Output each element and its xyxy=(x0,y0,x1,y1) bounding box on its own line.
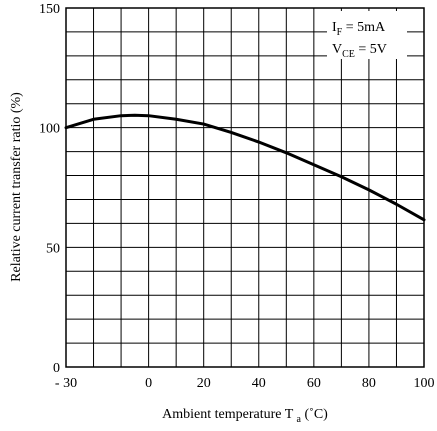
series-layer xyxy=(64,113,426,222)
annotation-background xyxy=(327,11,407,59)
grid xyxy=(66,8,424,367)
series-line xyxy=(64,113,426,222)
x-tick-label: 100 xyxy=(414,376,435,391)
plot-frame xyxy=(65,7,425,368)
annotation-box: IF = 5mA VCE = 5V xyxy=(327,11,407,60)
x-axis-label: Ambient temperature T a (˚C) xyxy=(162,407,328,425)
y-tick-label: 100 xyxy=(39,122,60,137)
y-tick-label: 50 xyxy=(46,241,60,256)
x-tick-label: 80 xyxy=(362,376,376,391)
x-tick-label: 60 xyxy=(307,376,321,391)
x-tick-label: - 30 xyxy=(55,376,77,391)
x-tick-label: 20 xyxy=(197,376,211,391)
annotation-line: VCE = 5V xyxy=(332,42,387,60)
x-tick-label: 0 xyxy=(145,376,152,391)
y-tick-label: 0 xyxy=(53,361,60,376)
y-axis-label: Relative current transfer ratio (%) xyxy=(9,92,24,282)
y-tick-label: 150 xyxy=(39,2,60,17)
x-tick-label: 40 xyxy=(252,376,266,391)
annotation-line: IF = 5mA xyxy=(332,20,386,38)
